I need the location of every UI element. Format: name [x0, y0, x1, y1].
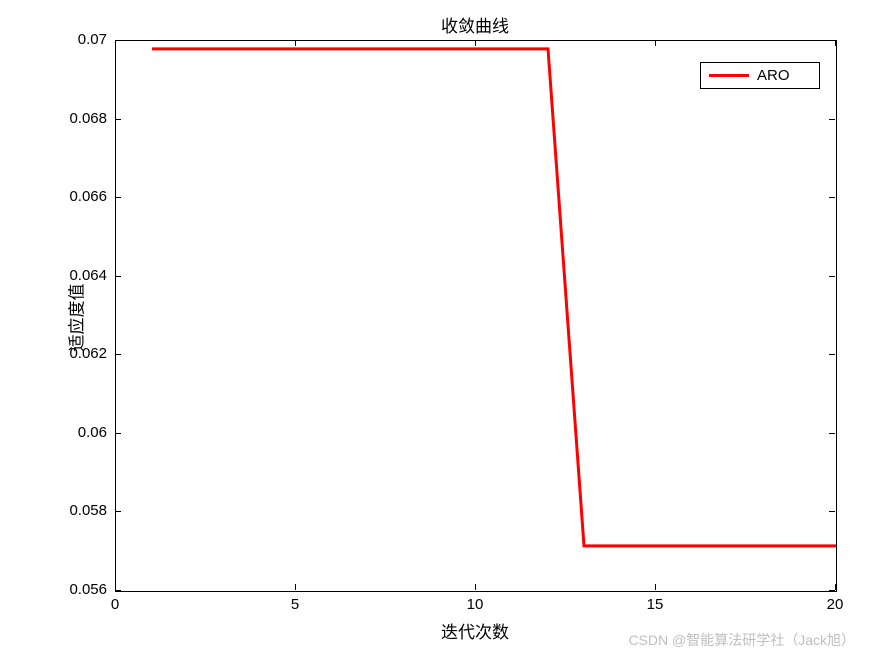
y-tick-mark [829, 119, 835, 120]
y-tick-label: 0.064 [57, 267, 107, 284]
y-tick-label: 0.068 [57, 110, 107, 127]
y-tick-mark [115, 276, 121, 277]
x-tick-mark [835, 40, 836, 46]
y-tick-mark [829, 511, 835, 512]
x-tick-mark [295, 40, 296, 46]
chart-title: 收敛曲线 [115, 12, 835, 37]
y-tick-mark [829, 590, 835, 591]
x-tick-mark [655, 40, 656, 46]
y-tick-mark [829, 276, 835, 277]
legend-label: ARO [757, 67, 790, 84]
x-tick-mark [115, 40, 116, 46]
x-tick-label: 20 [815, 596, 855, 613]
x-tick-mark [475, 40, 476, 46]
y-tick-label: 0.058 [57, 502, 107, 519]
plot-area [115, 40, 837, 592]
x-tick-mark [655, 584, 656, 590]
y-tick-mark [829, 197, 835, 198]
chart-container: 收敛曲线 适应度值 迭代次数 ARO CSDN @智能算法研学社（Jack旭） … [0, 0, 875, 656]
y-tick-mark [115, 511, 121, 512]
y-tick-label: 0.062 [57, 345, 107, 362]
watermark-text: CSDN @智能算法研学社（Jack旭） [628, 630, 855, 650]
y-tick-mark [115, 590, 121, 591]
legend-line-sample [709, 74, 749, 77]
x-tick-mark [295, 584, 296, 590]
y-tick-mark [115, 433, 121, 434]
x-tick-label: 5 [275, 596, 315, 613]
y-tick-mark [115, 119, 121, 120]
y-tick-label: 0.06 [57, 424, 107, 441]
x-tick-mark [475, 584, 476, 590]
y-tick-label: 0.066 [57, 188, 107, 205]
x-tick-mark [115, 584, 116, 590]
y-tick-mark [829, 433, 835, 434]
x-tick-label: 10 [455, 596, 495, 613]
y-tick-label: 0.07 [57, 31, 107, 48]
x-tick-label: 0 [95, 596, 135, 613]
line-series-aro [116, 41, 836, 591]
y-tick-mark [829, 354, 835, 355]
y-tick-mark [115, 197, 121, 198]
legend: ARO [700, 62, 820, 89]
x-tick-mark [835, 584, 836, 590]
x-tick-label: 15 [635, 596, 675, 613]
y-tick-mark [115, 354, 121, 355]
